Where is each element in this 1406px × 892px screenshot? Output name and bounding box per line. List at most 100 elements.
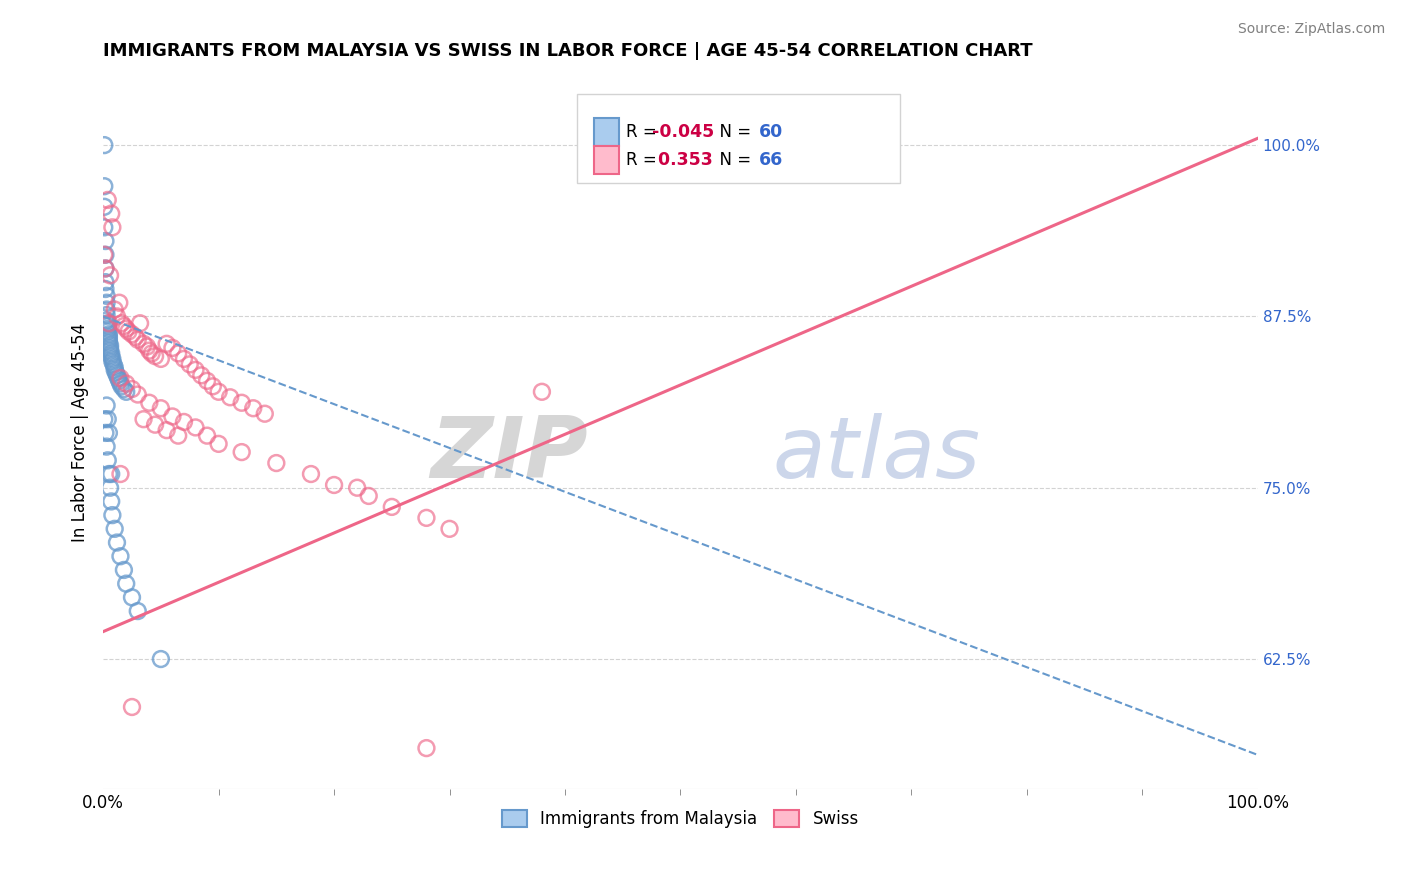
Point: [253, 407, 276, 421]
Point: [231, 445, 253, 459]
Point: [167, 346, 190, 360]
Point: [96, 313, 118, 327]
Point: [266, 456, 288, 470]
Point: [190, 368, 212, 383]
Point: [93, 412, 115, 426]
Point: [101, 220, 124, 235]
Point: [112, 563, 135, 577]
Point: [162, 409, 184, 424]
Point: [108, 374, 131, 388]
Point: [94, 425, 117, 440]
Point: [132, 336, 155, 351]
Point: [415, 741, 437, 756]
Legend: Immigrants from Malaysia, Swiss: Immigrants from Malaysia, Swiss: [495, 803, 866, 834]
Point: [103, 358, 125, 372]
Point: [97, 322, 120, 336]
FancyBboxPatch shape: [593, 118, 619, 146]
Point: [108, 295, 131, 310]
Point: [110, 316, 132, 330]
Point: [143, 349, 166, 363]
Point: [207, 437, 229, 451]
Text: IMMIGRANTS FROM MALAYSIA VS SWISS IN LABOR FORCE | AGE 45-54 CORRELATION CHART: IMMIGRANTS FROM MALAYSIA VS SWISS IN LAB…: [103, 42, 1033, 60]
Point: [115, 384, 138, 399]
Point: [112, 318, 135, 333]
Point: [96, 440, 118, 454]
Point: [127, 387, 149, 401]
Point: [93, 138, 115, 153]
Point: [94, 282, 117, 296]
Point: [96, 399, 118, 413]
Point: [105, 368, 128, 383]
Point: [97, 318, 120, 333]
Point: [149, 351, 172, 366]
Point: [179, 358, 201, 372]
Point: [96, 289, 118, 303]
Point: [100, 346, 122, 360]
Point: [105, 535, 128, 549]
Point: [97, 316, 120, 330]
Point: [97, 325, 120, 339]
Point: [184, 363, 207, 377]
Point: [173, 415, 195, 429]
Point: [121, 700, 143, 714]
Text: 60: 60: [759, 123, 783, 141]
Point: [242, 401, 264, 416]
Point: [323, 478, 346, 492]
Point: [129, 316, 152, 330]
Point: [104, 522, 127, 536]
Point: [93, 200, 115, 214]
Point: [110, 376, 132, 391]
Point: [101, 351, 124, 366]
Point: [97, 453, 120, 467]
Point: [530, 384, 553, 399]
Text: -0.045: -0.045: [651, 123, 714, 141]
Point: [104, 363, 127, 377]
Text: 66: 66: [759, 151, 783, 169]
Point: [97, 327, 120, 342]
Point: [100, 349, 122, 363]
Point: [97, 333, 120, 347]
Point: [94, 261, 117, 276]
Point: [94, 234, 117, 248]
Text: R =: R =: [626, 123, 662, 141]
Point: [124, 330, 146, 344]
Point: [132, 412, 155, 426]
Text: N =: N =: [710, 151, 756, 169]
Text: N =: N =: [710, 123, 756, 141]
Point: [117, 325, 139, 339]
Point: [357, 489, 380, 503]
Point: [156, 336, 179, 351]
Point: [97, 316, 120, 330]
Text: ZIP: ZIP: [430, 413, 588, 496]
Point: [138, 396, 160, 410]
Point: [97, 412, 120, 426]
Point: [104, 302, 127, 317]
Point: [115, 376, 138, 391]
Text: atlas: atlas: [773, 413, 981, 496]
Point: [121, 382, 143, 396]
Point: [136, 340, 159, 354]
Point: [184, 420, 207, 434]
Point: [110, 467, 132, 481]
Point: [121, 327, 143, 342]
Point: [127, 604, 149, 618]
Point: [100, 494, 122, 508]
Point: [149, 401, 172, 416]
Point: [141, 346, 163, 360]
Point: [127, 333, 149, 347]
Point: [98, 343, 121, 358]
Point: [156, 423, 179, 437]
Point: [115, 322, 138, 336]
Point: [121, 591, 143, 605]
Point: [97, 467, 120, 481]
Point: [100, 207, 122, 221]
Point: [110, 549, 132, 564]
Point: [110, 371, 132, 385]
Point: [112, 382, 135, 396]
Point: [97, 425, 120, 440]
Point: [195, 428, 218, 442]
Point: [110, 379, 132, 393]
Point: [96, 295, 118, 310]
Point: [97, 193, 120, 207]
Point: [143, 417, 166, 432]
